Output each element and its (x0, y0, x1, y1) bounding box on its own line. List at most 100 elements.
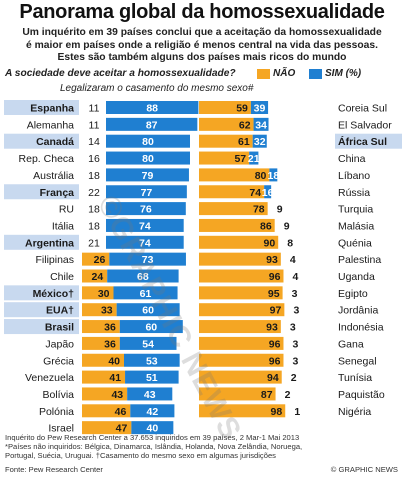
legend-yes-swatch (309, 69, 322, 79)
value-yes: 61 (140, 288, 152, 300)
country-label: Quénia (338, 237, 372, 249)
bar-yes (119, 320, 183, 334)
country-label: RU (59, 204, 74, 216)
country-label: Turquia (338, 204, 373, 216)
bar-no (82, 370, 126, 384)
value-no: 22 (88, 187, 100, 199)
bar-yes (269, 168, 278, 182)
bar-yes (106, 218, 184, 232)
value-yes: 4 (290, 254, 296, 266)
country-label: Senegal (338, 355, 377, 367)
value-no: 16 (88, 153, 100, 165)
country-label: Venezuela (25, 372, 74, 384)
value-yes: 87 (146, 119, 158, 131)
country-label: Nigéria (338, 406, 371, 418)
value-no: 96 (269, 355, 281, 367)
bar-no (82, 387, 128, 401)
bar-no (199, 252, 281, 266)
country-label: África Sul (338, 135, 387, 148)
bar-no (199, 336, 284, 350)
value-yes: 3 (290, 322, 296, 334)
footnote-jurisdictions: Portugal, Suécia, Uruguai. †Casamento do… (5, 451, 276, 460)
value-yes: 18 (268, 170, 280, 182)
bar-no (199, 185, 265, 199)
bar-no (199, 101, 251, 114)
value-yes: 9 (284, 220, 290, 232)
bar-no (82, 421, 132, 435)
bar-yes (106, 101, 199, 114)
country-highlight (4, 100, 79, 115)
bar-yes (127, 387, 173, 401)
value-no: 46 (115, 406, 127, 418)
bar-yes (107, 269, 179, 283)
country-highlight (4, 234, 79, 250)
value-yes: 2 (291, 372, 297, 384)
value-yes: 40 (147, 423, 159, 435)
bar-yes (124, 353, 180, 367)
value-no: 59 (236, 103, 248, 115)
country-label: Canadá (36, 136, 74, 148)
value-yes: 8 (287, 237, 293, 249)
legend-no-label: NÃO (273, 68, 296, 79)
bar-no (82, 286, 114, 300)
country-label: Filipinas (35, 254, 74, 266)
country-label: EUA† (46, 305, 74, 317)
value-no: 93 (266, 322, 278, 334)
country-label: Paquistão (338, 389, 385, 401)
value-yes: 77 (141, 187, 153, 199)
value-yes: 60 (145, 322, 157, 334)
value-no: 47 (116, 423, 128, 435)
country-label: Austrália (33, 170, 74, 182)
value-yes: 3 (293, 338, 299, 350)
bar-yes (119, 336, 177, 350)
country-highlight (4, 133, 79, 149)
bar-no (199, 235, 279, 249)
value-no: 95 (268, 288, 280, 300)
value-no: 78 (253, 204, 265, 216)
value-yes: 21 (248, 153, 260, 165)
country-label: Egipto (338, 288, 368, 300)
bar-yes (106, 235, 184, 249)
value-no: 21 (88, 237, 100, 249)
bar-yes (106, 117, 198, 131)
bar-no (199, 218, 275, 232)
bar-no (199, 269, 284, 283)
source-note: Fonte: Pew Research Center (5, 465, 103, 474)
value-no: 80 (255, 170, 267, 182)
bar-no (199, 303, 285, 317)
country-label: Japão (45, 338, 74, 350)
country-label: Rep. Checa (19, 153, 75, 165)
page-title: Panorama global da homossexualidade (19, 1, 385, 23)
country-label: Gana (338, 338, 364, 350)
bar-no (199, 168, 270, 182)
value-no: 11 (89, 119, 100, 131)
bar-yes (252, 134, 267, 148)
value-no: 86 (260, 220, 272, 232)
country-label: China (338, 153, 366, 165)
value-no: 62 (239, 119, 251, 131)
value-no: 11 (89, 103, 100, 115)
country-label: Espanha (30, 103, 74, 115)
bar-yes (125, 370, 179, 384)
value-no: 33 (101, 305, 113, 317)
bar-no (199, 387, 276, 401)
country-label: Israel (48, 423, 74, 435)
country-label: Coreia Sul (338, 103, 387, 115)
bar-yes (106, 168, 189, 182)
value-yes: 51 (146, 372, 158, 384)
value-yes: 1 (294, 406, 300, 418)
bar-yes (264, 185, 272, 199)
value-yes: 54 (142, 338, 154, 350)
value-no: 96 (269, 338, 281, 350)
value-no: 93 (266, 254, 278, 266)
country-label: Polónia (39, 406, 74, 418)
value-no: 96 (269, 271, 281, 283)
value-yes: 39 (254, 103, 266, 115)
bar-no (82, 269, 108, 283)
bar-no (82, 336, 120, 350)
bar-yes (106, 202, 186, 216)
value-no: 26 (94, 254, 106, 266)
value-no: 90 (264, 237, 276, 249)
country-label: Rússia (338, 187, 370, 199)
